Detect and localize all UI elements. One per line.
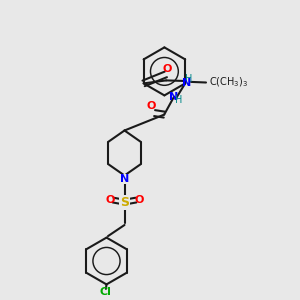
Text: S: S (120, 196, 129, 209)
Text: Cl: Cl (100, 287, 112, 297)
Text: N: N (182, 77, 191, 88)
Text: O: O (105, 195, 115, 205)
Text: O: O (163, 64, 172, 74)
Text: H: H (185, 74, 192, 84)
Text: C(CH$_3$)$_3$: C(CH$_3$)$_3$ (209, 76, 248, 89)
Text: N: N (169, 92, 179, 102)
Text: H: H (176, 95, 183, 105)
Text: O: O (134, 195, 144, 205)
Text: N: N (120, 174, 129, 184)
Text: O: O (146, 101, 156, 111)
